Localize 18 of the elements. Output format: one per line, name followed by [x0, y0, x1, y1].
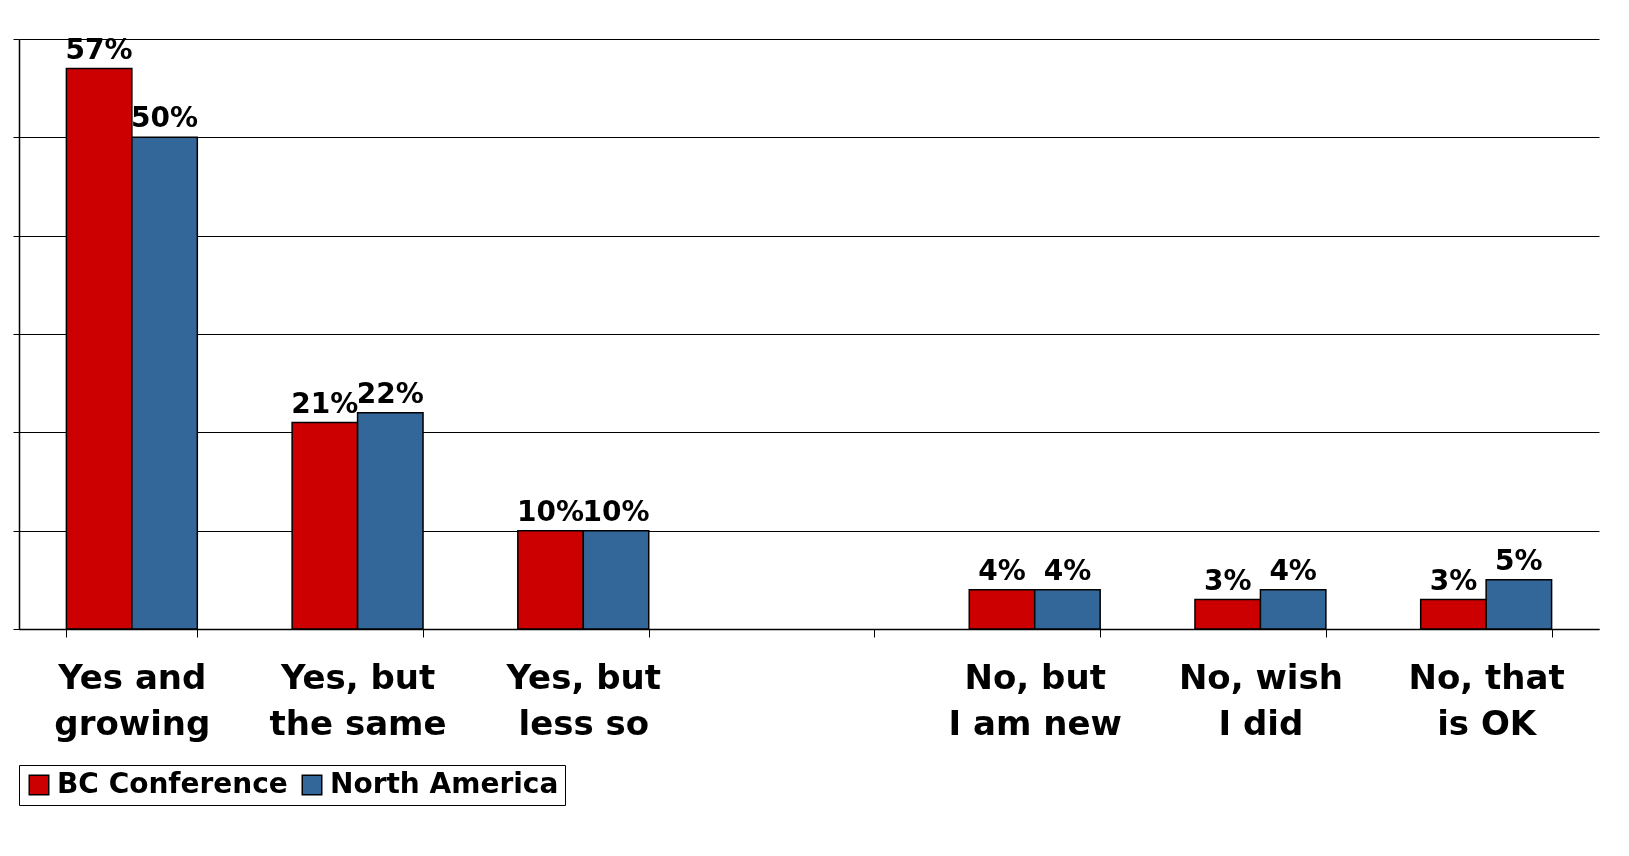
- data-label: 5%: [1495, 543, 1543, 577]
- data-label: 10%: [582, 494, 650, 528]
- data-label: 4%: [1043, 553, 1092, 587]
- data-label: 50%: [131, 101, 199, 135]
- x-tick-label: No, that is OK: [1408, 656, 1565, 743]
- legend-label: North America: [330, 767, 559, 800]
- x-tick-label: Yes and growing: [54, 656, 211, 743]
- legend-label: BC Conference: [57, 767, 288, 800]
- data-label: 21%: [291, 386, 359, 420]
- x-tick-label: No, but I am new: [948, 656, 1122, 743]
- data-label: 4%: [978, 553, 1026, 587]
- data-label: 4%: [1269, 553, 1317, 587]
- data-label: 3%: [1429, 563, 1478, 597]
- data-label: 10%: [517, 494, 585, 528]
- x-tick-label: Yes, but the same: [269, 656, 447, 743]
- x-tick-label: Yes, but less so: [505, 656, 661, 743]
- data-label: 3%: [1203, 563, 1252, 597]
- x-tick-label: No, wish I did: [1178, 656, 1343, 743]
